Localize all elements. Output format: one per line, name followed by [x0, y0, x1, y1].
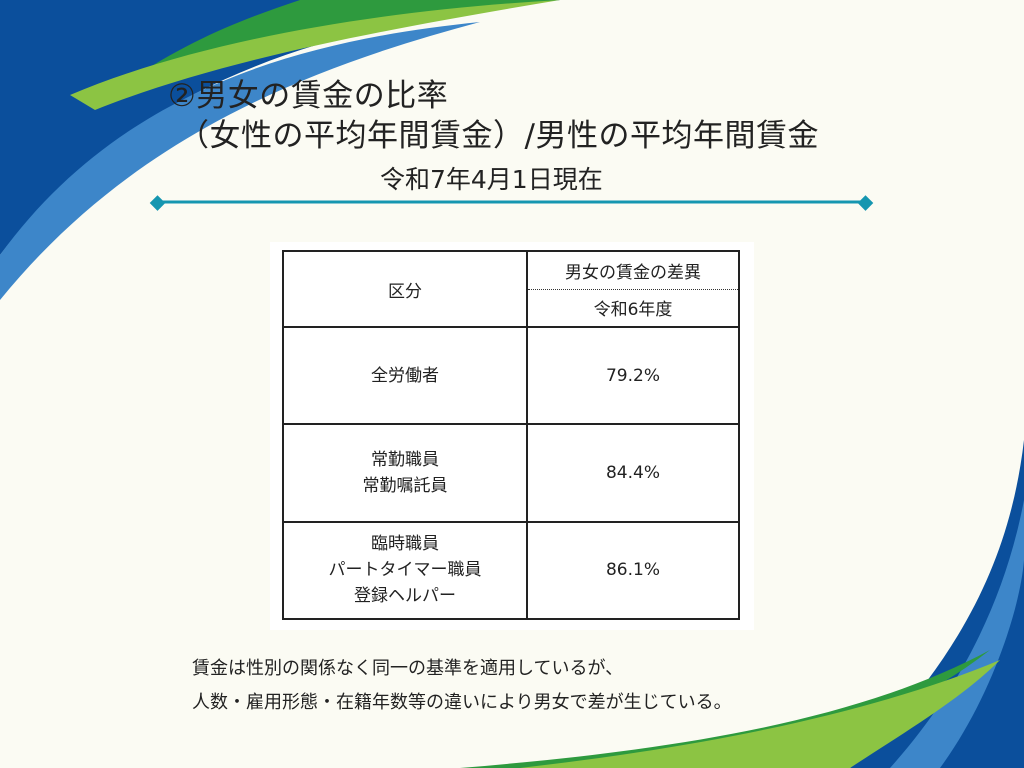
category-cell: 常勤職員 常勤嘱託員	[282, 423, 528, 523]
value-cell: 79.2%	[526, 326, 740, 426]
title-divider	[149, 195, 874, 211]
category-line: 常勤嘱託員	[362, 476, 448, 496]
ratio-value: 79.2%	[605, 365, 660, 386]
slide-title: ②男女の賃金の比率 （女性の平均年間賃金）/男性の平均年間賃金	[168, 76, 928, 156]
divider-left-diamond	[149, 195, 166, 211]
value-cell: 84.4%	[526, 423, 740, 523]
value-cell: 86.1%	[526, 520, 740, 621]
ratio-value: 84.4%	[605, 463, 660, 483]
category-line: 全労働者	[371, 365, 439, 386]
category-line: パートタイマー職員	[328, 560, 482, 581]
footer-note: 賃金は性別の関係なく同一の基準を適用しているが、 人数・雇用形態・在籍年数等の違…	[192, 652, 732, 720]
ratio-value: 86.1%	[605, 560, 660, 581]
table-row: 臨時職員 パートタイマー職員 登録ヘルパー 86.1%	[282, 520, 740, 621]
wage-ratio-table-card: 区分 男女の賃金の差異 令和6年度 全労働者 79.2% 常勤職員 常勤嘱託員	[270, 242, 754, 630]
footer-line-1: 賃金は性別の関係なく同一の基準を適用しているが、	[192, 658, 624, 679]
table-row: 常勤職員 常勤嘱託員 84.4%	[282, 423, 740, 523]
header-category-cell: 区分	[282, 249, 528, 329]
top-left-dark-blue-swoosh	[0, 0, 560, 255]
header-category: 区分	[388, 281, 422, 302]
category-line: 登録ヘルパー	[354, 586, 456, 607]
category-line: 臨時職員	[371, 534, 439, 555]
header-year-cell: 令和6年度	[526, 288, 740, 329]
as-of-date: 令和7年4月1日現在	[380, 165, 603, 194]
header-metric: 男女の賃金の差異	[565, 262, 701, 283]
category-cell: 臨時職員 パートタイマー職員 登録ヘルパー	[282, 520, 528, 621]
title-line-1: ②男女の賃金の比率	[168, 78, 449, 114]
top-left-light-blue-swoosh	[0, 22, 480, 300]
divider-right-diamond	[857, 195, 874, 211]
header-metric-cell: 男女の賃金の差異	[526, 249, 740, 290]
footer-line-2: 人数・雇用形態・在籍年数等の違いにより男女で差が生じている。	[192, 692, 732, 713]
table-row: 全労働者 79.2%	[282, 326, 740, 426]
top-left-light-green-swoosh	[70, 0, 560, 110]
header-year: 令和6年度	[593, 300, 673, 321]
category-line: 常勤職員	[371, 450, 439, 470]
top-left-green-swoosh	[90, 0, 560, 80]
wage-ratio-table: 区分 男女の賃金の差異 令和6年度 全労働者 79.2% 常勤職員 常勤嘱託員	[282, 249, 740, 621]
category-cell: 全労働者	[282, 326, 528, 426]
title-line-2: （女性の平均年間賃金）/男性の平均年間賃金	[178, 118, 819, 154]
bottom-right-light-green-swoosh	[520, 660, 1000, 768]
bottom-right-light-blue-swoosh	[890, 500, 1024, 768]
